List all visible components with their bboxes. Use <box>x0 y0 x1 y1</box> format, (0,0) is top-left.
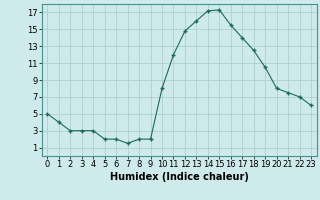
X-axis label: Humidex (Indice chaleur): Humidex (Indice chaleur) <box>110 172 249 182</box>
